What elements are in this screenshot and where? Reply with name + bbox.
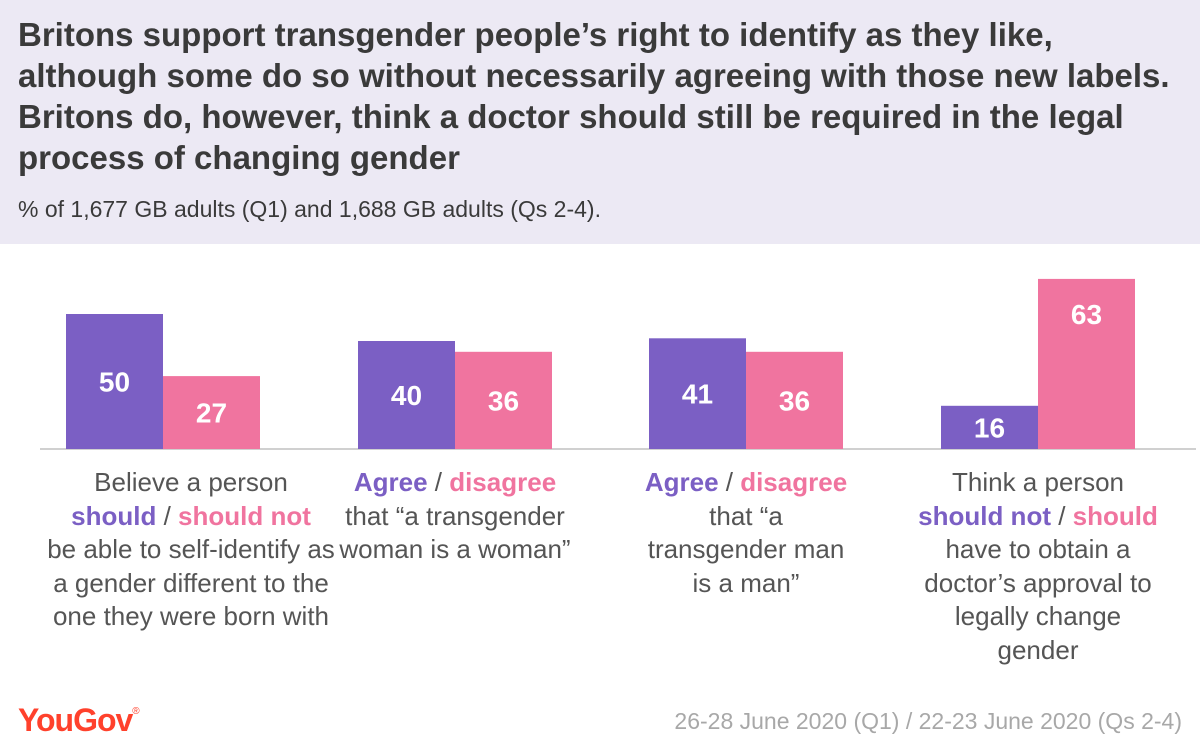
caption-option-b: disagree [740,467,848,497]
bar-value-label: 36 [488,385,519,416]
caption-post: that “a transgender man is a man” [647,500,845,598]
caption-option-b: should not [178,500,311,531]
caption-separator: / [427,467,450,497]
bar-value-label: 63 [1071,299,1102,330]
caption-option-b: disagree [449,467,557,497]
caption-separator: / [718,467,741,497]
caption-option-b: should [1072,500,1158,531]
caption-q1: Believe a person should / should not be … [45,466,337,634]
bar-value-label: 36 [779,385,810,416]
caption-separator: / [156,500,179,531]
caption-post: that “a transgender woman is a woman” [339,500,571,565]
yougov-logo: YouGov® [18,702,140,738]
bar-value-label: 16 [974,412,1005,443]
bar-value-label: 27 [196,398,227,429]
bar-chart: 50 27 40 36 41 36 16 63 [40,278,1196,450]
caption-q2: Agree / disagree that “a transgender wom… [310,466,600,567]
logo-text: YouGov [18,702,133,738]
caption-q4: Think a person should not / should have … [892,466,1184,667]
bar-2-series-1 [358,341,455,449]
fieldwork-dates: 26-28 June 2020 (Q1) / 22-23 June 2020 (… [674,708,1182,734]
caption-option-a: should not [918,500,1051,531]
caption-separator: / [1050,500,1073,531]
caption-pre: Believe a person [94,467,288,497]
header-band: Britons support transgender people’s rig… [0,0,1200,244]
bar-4-series-1 [941,405,1038,449]
caption-post: be able to self-identify as a gender dif… [47,534,335,631]
bar-value-label: 41 [682,379,713,410]
bar-3-series-2 [746,351,843,449]
chart-subtitle: % of 1,677 GB adults (Q1) and 1,688 GB a… [18,196,601,222]
chart-title: Britons support transgender people’s rig… [18,16,1170,176]
caption-option-a: should [71,500,157,531]
bar-1-series-2 [163,376,260,449]
bar-4-series-2 [1038,278,1135,449]
caption-q3: Agree / disagree that “a transgender man… [601,466,891,600]
caption-pre: Think a person [952,467,1124,497]
bar-3-series-1 [649,338,746,449]
bar-value-label: 40 [391,380,422,411]
caption-option-a: Agree [353,467,428,497]
bar-value-label: 50 [99,367,130,398]
bar-2-series-2 [455,351,552,449]
caption-post: have to obtain a doctor’s approval to le… [924,534,1152,665]
caption-option-a: Agree [644,467,719,497]
bar-1-series-1 [66,314,163,449]
